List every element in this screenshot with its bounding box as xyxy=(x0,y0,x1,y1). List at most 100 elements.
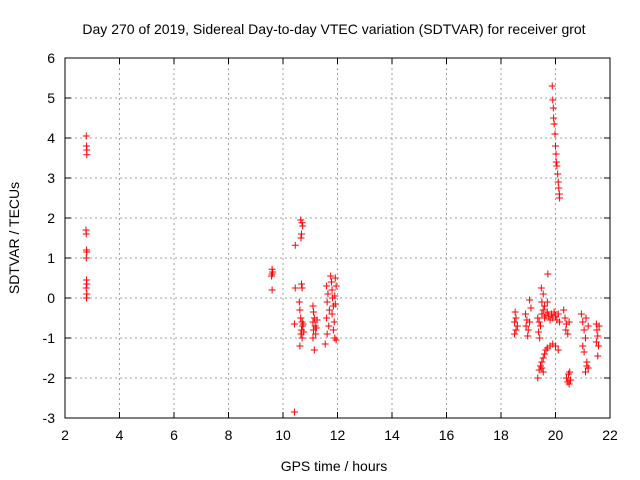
data-point-marker xyxy=(513,322,521,330)
data-point-marker xyxy=(290,320,298,328)
data-point-marker xyxy=(582,314,590,322)
x-tick-label: 22 xyxy=(602,427,618,443)
data-point-marker xyxy=(328,310,336,318)
data-point-marker xyxy=(580,326,588,334)
data-point-marker xyxy=(554,346,562,354)
x-tick-label: 8 xyxy=(225,427,233,443)
data-point-marker xyxy=(526,318,534,326)
data-point-marker xyxy=(564,330,572,338)
data-point-marker xyxy=(296,306,304,314)
y-tick-label: 4 xyxy=(47,130,55,146)
data-point-marker xyxy=(534,314,542,322)
data-point-marker xyxy=(299,320,307,328)
data-point-marker xyxy=(83,248,91,256)
data-point-marker xyxy=(331,292,339,300)
data-point-marker xyxy=(309,318,317,326)
data-point-marker xyxy=(560,306,568,314)
data-point-marker xyxy=(555,184,563,192)
data-point-marker xyxy=(583,362,591,370)
data-point-marker xyxy=(543,308,551,316)
data-points xyxy=(82,82,603,416)
data-point-marker xyxy=(300,328,308,336)
data-point-marker xyxy=(325,322,333,330)
data-point-marker xyxy=(327,272,335,280)
data-point-marker xyxy=(537,322,545,330)
x-tick-label: 14 xyxy=(384,427,400,443)
data-point-marker xyxy=(539,368,547,376)
data-point-marker xyxy=(82,230,90,238)
data-point-marker xyxy=(565,380,573,388)
data-point-marker xyxy=(298,284,306,292)
data-point-marker xyxy=(82,132,90,140)
data-point-marker xyxy=(593,326,601,334)
data-point-marker xyxy=(544,270,552,278)
data-point-marker xyxy=(594,332,602,340)
data-point-marker xyxy=(511,330,519,338)
x-tick-label: 4 xyxy=(116,427,124,443)
data-point-marker xyxy=(580,348,588,356)
y-tick-label: -3 xyxy=(43,410,56,426)
data-point-marker xyxy=(82,284,90,292)
data-point-marker xyxy=(595,342,603,350)
data-point-marker xyxy=(541,350,549,358)
data-point-marker xyxy=(554,170,562,178)
data-point-marker xyxy=(328,286,336,294)
data-point-marker xyxy=(522,322,530,330)
data-point-marker xyxy=(83,151,91,159)
data-point-marker xyxy=(310,346,318,354)
x-tick-label: 12 xyxy=(330,427,346,443)
data-point-marker xyxy=(562,326,570,334)
data-point-marker xyxy=(297,234,305,242)
data-point-marker xyxy=(549,104,557,112)
data-point-marker xyxy=(323,314,331,322)
data-point-marker xyxy=(268,286,276,294)
grid-lines xyxy=(65,58,610,418)
data-point-marker xyxy=(522,310,530,318)
data-point-marker xyxy=(524,332,532,340)
data-point-marker xyxy=(323,282,331,290)
data-point-marker xyxy=(291,241,299,249)
data-point-marker xyxy=(554,310,562,318)
data-point-marker xyxy=(296,342,304,350)
data-point-marker xyxy=(552,142,559,150)
data-point-marker xyxy=(537,284,545,292)
data-point-marker xyxy=(332,336,340,344)
data-point-marker xyxy=(549,96,557,104)
y-tick-label: 1 xyxy=(47,250,55,266)
data-point-marker xyxy=(592,338,600,346)
data-point-marker xyxy=(312,324,320,332)
x-tick-label: 20 xyxy=(548,427,564,443)
data-point-marker xyxy=(295,298,303,306)
data-point-marker xyxy=(577,310,585,318)
data-point-marker xyxy=(581,334,589,342)
data-point-marker xyxy=(553,162,561,170)
data-point-marker xyxy=(329,326,337,334)
plot-frame xyxy=(64,57,611,419)
data-point-marker xyxy=(584,322,592,330)
data-point-marker xyxy=(82,254,90,262)
data-point-marker xyxy=(299,222,307,230)
data-point-marker xyxy=(332,282,340,290)
data-point-marker xyxy=(550,114,558,122)
data-point-marker xyxy=(324,290,332,298)
data-point-marker xyxy=(83,294,91,302)
data-point-marker xyxy=(290,408,298,416)
data-point-marker xyxy=(298,334,306,342)
data-point-marker xyxy=(539,306,547,314)
data-point-marker xyxy=(298,280,306,288)
x-tick-label: 18 xyxy=(493,427,509,443)
data-point-marker xyxy=(554,178,562,186)
y-tick-label: 2 xyxy=(47,210,55,226)
x-tick-label: 6 xyxy=(170,427,178,443)
y-tick-label: -2 xyxy=(43,370,56,386)
data-point-marker xyxy=(538,358,546,366)
y-tick-label: 0 xyxy=(47,290,55,306)
data-point-marker xyxy=(556,194,564,202)
data-point-marker xyxy=(556,318,564,326)
data-point-marker xyxy=(539,354,547,362)
data-point-marker xyxy=(298,230,306,238)
data-point-marker xyxy=(543,298,551,306)
data-point-marker xyxy=(83,280,91,288)
data-point-marker xyxy=(551,130,559,138)
